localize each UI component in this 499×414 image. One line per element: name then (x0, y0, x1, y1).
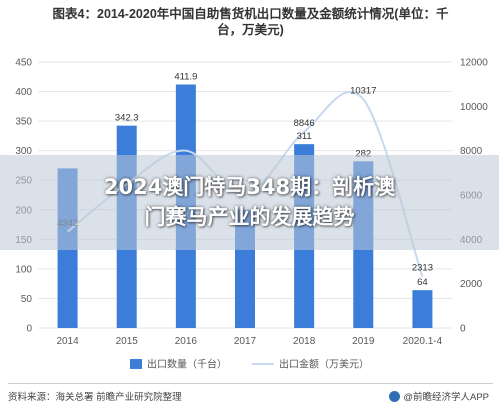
legend-label-bar: 出口数量（千台） (147, 358, 227, 371)
chart-title-line2: 台，万美元) (217, 23, 284, 37)
brand-text: @前瞻经济学人APP (403, 392, 489, 403)
footer-divider (8, 383, 493, 384)
banner-line2: 门赛马产业的发展趋势 (144, 205, 355, 229)
chart-title: 图表4：2014-2020年中国自助售货机出口数量及金额统计情况(单位：千 台，… (8, 6, 493, 38)
brand-credit: @前瞻经济学人APP (389, 389, 489, 403)
x-tick-label: 2016 (175, 336, 198, 347)
left-tick-label: 100 (15, 264, 32, 275)
right-tick-label: 0 (460, 324, 466, 335)
right-tick-label: 8000 (460, 146, 483, 157)
grid-lines (38, 61, 452, 329)
left-tick-label: 300 (15, 146, 32, 157)
overlay-banner-text: 2024澳门特马348期：剖析澳 门赛马产业的发展趋势 (0, 172, 499, 232)
legend-label-line: 出口金额（万美元） (279, 358, 369, 371)
bar-value-label: 411.9 (174, 72, 197, 83)
x-tick-label: 2019 (352, 336, 375, 347)
line-value-label: 8846 (294, 118, 315, 129)
overlay-banner (0, 155, 499, 250)
right-tick-label: 10000 (460, 102, 488, 113)
left-tick-label: 450 (15, 58, 32, 69)
x-tick-label: 2020.1-4 (403, 336, 443, 347)
brand-logo-icon (389, 391, 401, 402)
left-tick-label: 50 (21, 294, 33, 305)
right-tick-label: 12000 (460, 58, 488, 69)
bar-value-label: 311 (297, 131, 312, 142)
x-tick-label: 2015 (116, 336, 139, 347)
left-tick-label: 400 (15, 87, 32, 98)
bar-value-label: 342.3 (115, 113, 139, 124)
legend: 出口数量（千台） 出口金额（万美元） (130, 358, 369, 371)
line-value-label: 2313 (412, 263, 433, 274)
left-tick-label: 0 (26, 324, 32, 335)
left-tick-label: 350 (15, 117, 32, 128)
right-tick-label: 2000 (460, 279, 483, 290)
bar-value-label: 64 (417, 277, 428, 288)
legend-swatch-bar (130, 359, 142, 369)
x-tick-label: 2018 (293, 336, 316, 347)
x-axis-ticks: 2014 2015 2016 2017 2018 2019 2020.1-4 (56, 336, 442, 347)
bar-value-label: 282 (355, 148, 371, 159)
line-value-label: 10317 (350, 85, 376, 96)
bar (412, 290, 433, 328)
banner-line1: 2024澳门特马348期：剖析澳 (103, 175, 396, 199)
chart-title-line1: 图表4：2014-2020年中国自助售货机出口数量及金额统计情况(单位：千 (52, 7, 449, 21)
x-tick-label: 2014 (56, 336, 79, 347)
x-tick-label: 2017 (234, 336, 257, 347)
source-note: 资料来源：海关总署 前瞻产业研究院整理 (8, 392, 182, 403)
